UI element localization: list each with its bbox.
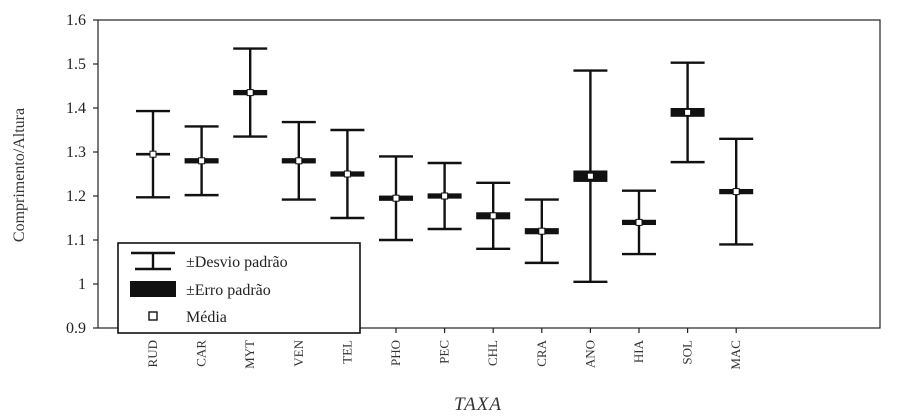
- x-tick-label: PHO: [388, 340, 403, 366]
- category-ano: [573, 69, 608, 283]
- x-tick-label: TEL: [339, 340, 354, 364]
- category-pec: [427, 161, 462, 231]
- category-hia: [622, 189, 656, 256]
- y-tick-label: 1.6: [66, 12, 86, 29]
- x-tick-label: PEC: [437, 340, 452, 364]
- y-tick-label: 1.4: [66, 100, 86, 117]
- legend-label: ±Desvio padrão: [186, 254, 288, 271]
- x-tick-label: ANO: [582, 340, 597, 368]
- x-tick-label: RUD: [145, 340, 160, 367]
- x-axis-label: TAXA: [454, 394, 502, 415]
- y-axis: 0.9 1 1.1 1.2 1.3 1.4 1.5 1.6: [66, 12, 98, 337]
- category-mac: [719, 137, 754, 246]
- mean-point: [538, 227, 546, 235]
- legend-se-box: [130, 281, 176, 297]
- category-ven: [281, 120, 316, 201]
- x-axis: RUD CAR MYT VEN TEL PHO PEC CHL CRA ANO HIA SOL MAC: [145, 328, 743, 370]
- y-axis-label: Comprimento/Altura: [11, 108, 28, 242]
- category-rud: [136, 109, 170, 199]
- legend-mean-marker: [148, 311, 158, 321]
- y-tick-label: 0.9: [66, 320, 86, 337]
- plot-frame: [97, 19, 881, 329]
- mean-point: [343, 170, 351, 178]
- mean-point: [246, 89, 254, 97]
- x-tick-label: HIA: [631, 339, 646, 363]
- legend-label: Média: [186, 309, 227, 326]
- mean-point: [732, 188, 740, 196]
- y-tick-label: 1.3: [66, 144, 86, 161]
- category-pho: [379, 155, 413, 242]
- category-cra: [524, 198, 559, 265]
- y-tick-label: 1: [78, 276, 86, 293]
- x-tick-label: CHL: [485, 340, 500, 366]
- mean-point: [392, 194, 400, 202]
- mean-point: [684, 108, 692, 116]
- y-tick-label: 1.1: [66, 232, 86, 249]
- mean-point: [635, 218, 643, 226]
- plot-border: [97, 19, 881, 329]
- chart-marks: [136, 47, 754, 283]
- y-tick-label: 1.5: [66, 56, 86, 73]
- x-tick-label: MYT: [242, 340, 257, 369]
- legend: ±Desvio padrão ±Erro padrão Média: [117, 242, 361, 334]
- mean-point: [489, 212, 497, 220]
- x-tick-label: CRA: [534, 339, 549, 366]
- mean-point: [198, 157, 206, 165]
- mean-point: [149, 150, 157, 158]
- x-tick-label: VEN: [291, 339, 306, 366]
- x-tick-label: SOL: [680, 340, 695, 365]
- x-tick-label: CAR: [194, 340, 209, 367]
- mean-point: [441, 192, 449, 200]
- category-myt: [233, 47, 268, 138]
- category-chl: [476, 181, 511, 251]
- legend-label: ±Erro padrão: [186, 282, 271, 299]
- y-tick-label: 1.2: [66, 188, 86, 205]
- x-tick-label: MAC: [728, 340, 743, 370]
- mean-point: [295, 157, 303, 165]
- category-car: [184, 125, 219, 197]
- category-tel: [330, 128, 365, 220]
- mean-point: [586, 172, 594, 180]
- category-sol: [670, 61, 705, 164]
